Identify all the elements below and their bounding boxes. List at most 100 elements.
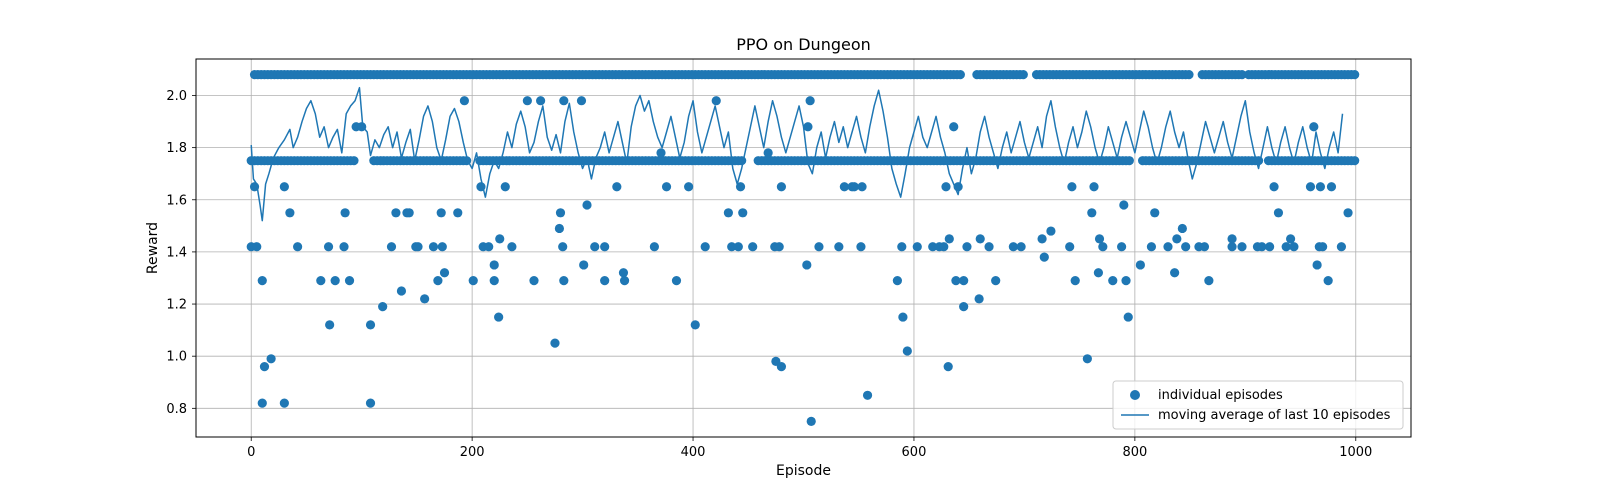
scatter-point xyxy=(386,242,397,252)
scatter-point xyxy=(1273,208,1284,218)
y-axis-label: Reward xyxy=(145,222,161,274)
scatter-point xyxy=(439,268,450,278)
scatter-point xyxy=(500,182,510,192)
y-tick-label: 1.6 xyxy=(166,193,187,208)
y-axis: 0.8 1.0 1.2 1.4 1.6 1.8 2.0 xyxy=(166,89,196,417)
scatter-point xyxy=(316,275,326,286)
scatter-point xyxy=(939,242,949,252)
scatter-point xyxy=(806,416,816,426)
scatter-point xyxy=(862,390,873,400)
scatter-point xyxy=(671,275,682,286)
y-tick-label: 1.8 xyxy=(166,141,187,156)
scatter-point xyxy=(600,275,610,286)
scatter-point xyxy=(1181,242,1191,252)
scatter-point xyxy=(949,122,959,132)
scatter-point xyxy=(1286,234,1296,244)
scatter-point xyxy=(748,242,758,252)
scatter-point xyxy=(1065,242,1075,252)
scatter-point xyxy=(340,208,350,218)
scatter-point xyxy=(259,362,270,372)
scatter-point xyxy=(437,242,447,252)
scatter-point xyxy=(391,208,401,218)
scatter-point xyxy=(898,312,908,322)
scatter-point xyxy=(1070,275,1080,286)
scatter-point xyxy=(1227,242,1237,252)
scatter-point xyxy=(1123,312,1133,322)
scatter-point xyxy=(1265,242,1275,252)
scatter-series xyxy=(246,70,1360,426)
scatter-point xyxy=(1098,242,1108,252)
y-tick-label: 0.8 xyxy=(166,402,187,417)
scatter-point xyxy=(1184,70,1194,80)
scatter-point xyxy=(897,242,907,252)
scatter-point xyxy=(1089,182,1099,192)
y-tick-label: 1.0 xyxy=(166,350,187,365)
scatter-point xyxy=(1269,182,1279,192)
x-tick-label: 800 xyxy=(1122,445,1147,460)
scatter-point xyxy=(690,320,700,330)
scatter-point xyxy=(1170,268,1180,278)
scatter-point xyxy=(285,208,295,218)
scatter-point xyxy=(279,398,289,408)
scatter-point xyxy=(1305,182,1316,192)
scatter-point xyxy=(1046,226,1056,236)
scatter-point xyxy=(1204,275,1214,286)
scatter-point xyxy=(944,234,954,244)
scatter-point xyxy=(1108,275,1118,286)
scatter-point xyxy=(1018,70,1028,80)
x-tick-label: 400 xyxy=(681,445,706,460)
scatter-point xyxy=(257,275,267,286)
scatter-point xyxy=(1289,242,1299,252)
scatter-point xyxy=(959,275,969,286)
scatter-point xyxy=(649,242,659,252)
scatter-point xyxy=(559,96,569,106)
scatter-point xyxy=(902,346,912,356)
y-tick-label: 1.2 xyxy=(166,298,187,313)
scatter-point xyxy=(279,182,289,192)
x-axis-label: Episode xyxy=(776,463,831,479)
scatter-point xyxy=(763,148,773,158)
scatter-point xyxy=(984,242,994,252)
y-tick-label: 1.4 xyxy=(166,245,187,260)
scatter-point xyxy=(849,182,859,192)
scatter-point xyxy=(1146,242,1157,252)
scatter-point xyxy=(536,96,546,106)
scatter-point xyxy=(459,96,469,106)
scatter-point xyxy=(1257,242,1267,252)
scatter-point xyxy=(955,70,965,80)
scatter-point xyxy=(428,242,439,252)
scatter-point xyxy=(700,242,710,252)
scatter-point xyxy=(1237,70,1247,80)
scatter-point xyxy=(1135,260,1145,270)
scatter-point xyxy=(433,275,443,286)
scatter-point xyxy=(928,242,938,252)
scatter-point xyxy=(413,242,423,252)
x-tick-label: 600 xyxy=(902,445,927,460)
scatter-point xyxy=(975,234,985,244)
scatter-point xyxy=(1008,242,1018,252)
scatter-point xyxy=(590,242,600,252)
scatter-point xyxy=(857,182,867,192)
scatter-point xyxy=(612,182,622,192)
scatter-point xyxy=(489,275,499,286)
scatter-point xyxy=(776,362,787,372)
scatter-point xyxy=(1016,242,1026,252)
x-axis: 0 200 400 600 800 1000 xyxy=(247,437,1372,460)
scatter-point xyxy=(495,234,505,244)
scatter-point xyxy=(991,275,1001,286)
y-tick-label: 2.0 xyxy=(166,89,187,104)
scatter-point xyxy=(293,242,303,252)
scatter-point xyxy=(349,156,359,166)
legend-label-moving-average: moving average of last 10 episodes xyxy=(1158,408,1391,423)
scatter-point xyxy=(365,320,376,330)
scatter-point xyxy=(1199,242,1210,252)
scatter-point xyxy=(396,286,407,296)
scatter-point xyxy=(1323,275,1333,286)
scatter-point xyxy=(1343,208,1353,218)
scatter-point xyxy=(484,242,494,252)
scatter-point xyxy=(453,208,463,218)
scatter-point xyxy=(912,242,922,252)
scatter-point xyxy=(579,260,589,270)
scatter-point xyxy=(834,242,844,252)
scatter-point xyxy=(323,242,334,252)
